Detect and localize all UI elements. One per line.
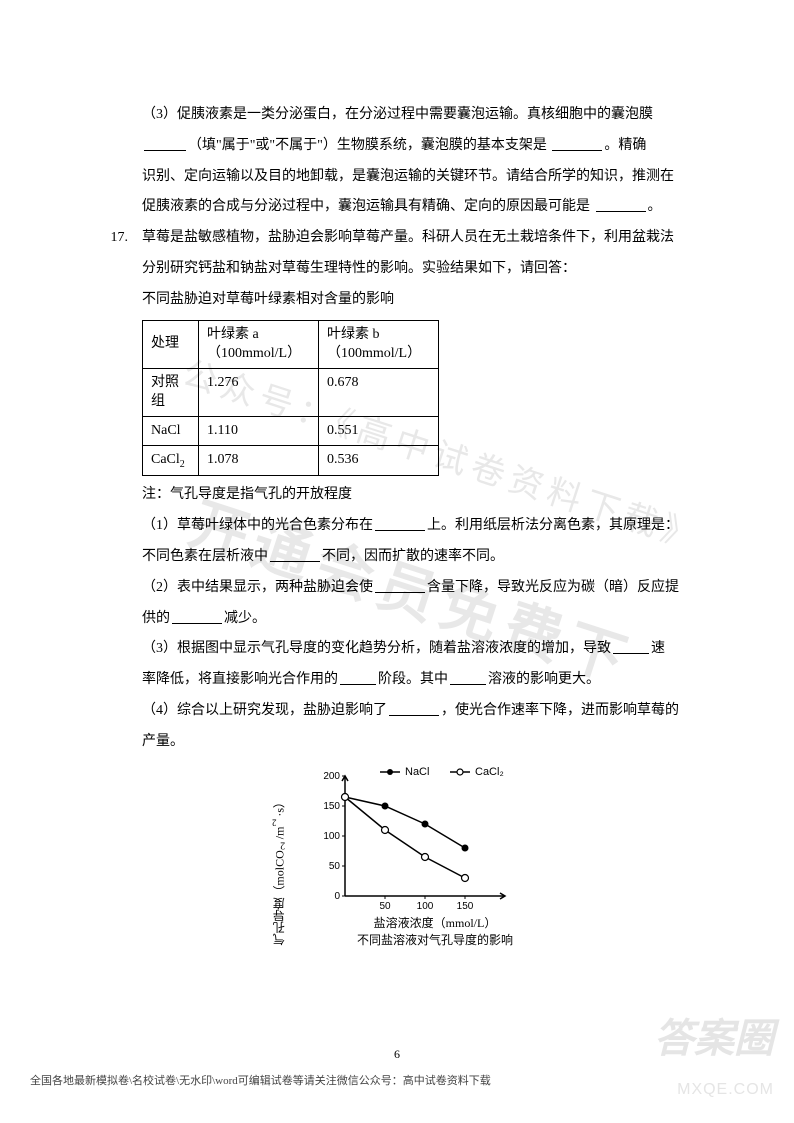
table-cell: 0.678 xyxy=(319,368,439,416)
q16-p3-line2: （填"属于"或"不属于"）生物膜系统，囊泡膜的基本支架是 。精确 xyxy=(142,131,694,162)
q17-p3-line2: 率降低，将直接影响光合作用的 阶段。其中 溶液的影响更大。 xyxy=(142,665,694,696)
svg-text:CaCl₂: CaCl₂ xyxy=(475,766,504,778)
table-cell: 叶绿素 a （100mmol/L） xyxy=(199,320,319,368)
blank-fill xyxy=(613,636,649,654)
page-footer: 全国各地最新模拟卷\名校试卷\无水印\word可编辑试卷等请关注微信公众号：高中… xyxy=(30,1069,491,1093)
blank-fill xyxy=(172,606,222,624)
table-cell: 叶绿素 b （100mmol/L） xyxy=(319,320,439,368)
table-cell: 1.078 xyxy=(199,445,319,476)
table-row: 对照组 1.276 0.678 xyxy=(143,368,439,416)
svg-text:50: 50 xyxy=(379,901,391,912)
q17-p2-line1: （2）表中结果显示，两种盐胁迫会使 含量下降，导致光反应为碳（暗）反应提 xyxy=(142,573,694,604)
q17-p1-line1: （1）草莓叶绿体中的光合色素分布在 上。利用纸层析法分离色素，其原理是： xyxy=(142,511,694,542)
table-cell: 1.276 xyxy=(199,368,319,416)
q17-p4-line1: （4）综合以上研究发现，盐胁迫影响了 ，使光合作速率下降，进而影响草莓的 xyxy=(142,696,694,727)
text: 上。利用纸层析法分离色素，其原理是： xyxy=(427,518,679,533)
svg-text:100: 100 xyxy=(417,901,434,912)
text: 率降低，将直接影响光合作用的 xyxy=(142,672,338,687)
text: （1）草莓叶绿体中的光合色素分布在 xyxy=(142,518,373,533)
svg-text:NaCl: NaCl xyxy=(405,766,429,778)
table-row: 处理 叶绿素 a （100mmol/L） 叶绿素 b （100mmol/L） xyxy=(143,320,439,368)
svg-text:200: 200 xyxy=(323,771,340,782)
q17-p4-line2: 产量。 xyxy=(142,727,694,758)
text: 叶绿素 b xyxy=(327,327,380,342)
blank-fill xyxy=(450,667,486,685)
line-chart: 0 50 100 150 200 50 100 150 xyxy=(315,766,535,916)
text: 不同色素在层析液中 xyxy=(142,549,268,564)
text: 供的 xyxy=(142,611,170,626)
table-row: NaCl 1.110 0.551 xyxy=(143,416,439,445)
q16-p3-line1: （3）促胰液素是一类分泌蛋白，在分泌过程中需要囊泡运输。真核细胞中的囊泡膜 xyxy=(142,100,694,131)
table-cell: 处理 xyxy=(143,320,199,368)
text: 促胰液素的合成与分泌过程中，囊泡运输具有精确、定向的原因最可能是 xyxy=(142,199,594,214)
y-axis-label: 气孔导度（molCO2/m2·s） xyxy=(272,796,286,946)
q16-p3-line3: 识别、定向运输以及目的地卸载，是囊泡运输的关键环节。请结合所学的知识，推测在 xyxy=(142,162,694,193)
text: 溶液的影响更大。 xyxy=(488,672,600,687)
blank-fill xyxy=(375,513,425,531)
blank-fill xyxy=(270,544,320,562)
text: 。精确 xyxy=(604,138,646,153)
svg-text:50: 50 xyxy=(329,861,341,872)
table-cell: 1.110 xyxy=(199,416,319,445)
q17-p2-line2: 供的 减少。 xyxy=(142,604,694,635)
text: 含量下降，导致光反应为碳（暗）反应提 xyxy=(427,580,679,595)
blank-fill xyxy=(144,133,186,151)
svg-text:100: 100 xyxy=(323,831,340,842)
blank-fill xyxy=(389,698,439,716)
table-cell: NaCl xyxy=(143,416,199,445)
text: （填"属于"或"不属于"）生物膜系统，囊泡膜的基本支架是 xyxy=(188,138,550,153)
svg-text:0: 0 xyxy=(334,891,340,902)
q17-p3-line1: （3）根据图中显示气孔导度的变化趋势分析，随着盐溶液浓度的增加，导致 速 xyxy=(142,634,694,665)
q17-line2: 分别研究钙盐和钠盐对草莓生理特性的影响。实验结果如下，请回答： xyxy=(142,254,694,285)
table-cell: 0.536 xyxy=(319,445,439,476)
blank-fill xyxy=(552,133,602,151)
text: （100mmol/L） xyxy=(327,346,421,361)
chart-container: 气孔导度（molCO2/m2·s） 0 50 100 150 200 xyxy=(280,766,560,950)
text: （4）综合以上研究发现，盐胁迫影响了 xyxy=(142,703,387,718)
watermark-logo-1: 答案圈 xyxy=(654,995,774,1083)
question-number: 17. xyxy=(100,223,128,254)
text: 处理 xyxy=(151,336,179,351)
table-cell: CaCl2 xyxy=(143,445,199,476)
data-table: 处理 叶绿素 a （100mmol/L） 叶绿素 b （100mmol/L） 对照组… xyxy=(142,320,439,477)
text: 速 xyxy=(651,641,665,656)
text: 。 xyxy=(648,199,662,214)
table-cell: 0.551 xyxy=(319,416,439,445)
chart-caption: 不同盐溶液对气孔导度的影响 xyxy=(310,931,560,949)
q16-p3-line4: 促胰液素的合成与分泌过程中，囊泡运输具有精确、定向的原因最可能是 。 xyxy=(142,192,694,223)
table-caption: 不同盐胁迫对草莓叶绿素相对含量的影响 xyxy=(142,285,694,316)
table-row: CaCl2 1.078 0.536 xyxy=(143,445,439,476)
text: （3）根据图中显示气孔导度的变化趋势分析，随着盐溶液浓度的增加，导致 xyxy=(142,641,611,656)
text: ，使光合作速率下降，进而影响草莓的 xyxy=(441,703,679,718)
table-note: 注：气孔导度是指气孔的开放程度 xyxy=(142,480,694,511)
blank-fill xyxy=(340,667,376,685)
q17-p1-line2: 不同色素在层析液中 不同，因而扩散的速率不同。 xyxy=(142,542,694,573)
text: 不同，因而扩散的速率不同。 xyxy=(322,549,504,564)
text: 阶段。其中 xyxy=(378,672,448,687)
blank-fill xyxy=(596,194,646,212)
text: （100mmol/L） xyxy=(207,346,301,361)
x-axis-label: 盐溶液浓度（mmol/L） xyxy=(310,916,560,932)
svg-text:150: 150 xyxy=(457,901,474,912)
text: 草莓是盐敏感植物，盐胁迫会影响草莓产量。科研人员在无土栽培条件下，利用盆栽法 xyxy=(142,223,690,254)
svg-text:150: 150 xyxy=(323,801,340,812)
text: （2）表中结果显示，两种盐胁迫会使 xyxy=(142,580,373,595)
blank-fill xyxy=(375,575,425,593)
text: 叶绿素 a xyxy=(207,327,259,342)
q17-line1: 17. 草莓是盐敏感植物，盐胁迫会影响草莓产量。科研人员在无土栽培条件下，利用盆栽… xyxy=(100,223,694,254)
text: 减少。 xyxy=(224,611,266,626)
watermark-logo-2: MXQE.COM xyxy=(677,1072,774,1107)
table-cell: 对照组 xyxy=(143,368,199,416)
page-number: 6 xyxy=(394,1041,400,1067)
